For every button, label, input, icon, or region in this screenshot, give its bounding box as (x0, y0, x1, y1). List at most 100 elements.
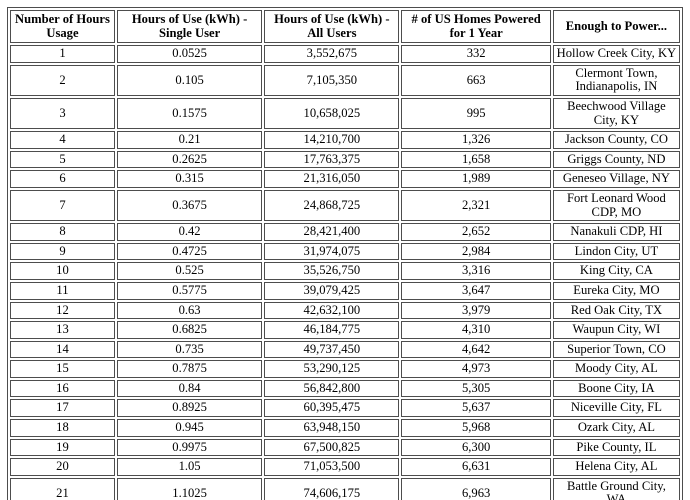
table-cell: 7,105,350 (264, 64, 400, 96)
table-cell: 4,973 (401, 360, 551, 378)
table-cell: 0.2625 (116, 150, 263, 169)
table-cell: 10,658,025 (264, 97, 400, 130)
table-row: 17 0.8925 60,395,475 5,637 Niceville City, F… (10, 399, 680, 418)
table-cell: 10 (10, 262, 115, 280)
table-row: 20 1.05 71,053,500 6,631 Helena City, AL (10, 458, 680, 476)
table-cell: 6,300 (401, 438, 551, 457)
table-row: 8 0.42 28,421,400 2,652 Nanakuli CDP, HI (10, 223, 680, 241)
table-cell: 3,647 (401, 281, 551, 300)
table-cell: Ozark City, AL (552, 419, 680, 437)
table-row: 19 0.9975 67,500,825 6,300 Pike County, IL (10, 438, 680, 457)
table-cell: 19 (10, 438, 115, 457)
table-cell: 0.84 (116, 379, 263, 398)
table-cell: 0.7875 (116, 360, 263, 378)
table-row: 16 0.84 56,842,800 5,305 Boone City, IA (10, 379, 680, 398)
table-cell: 60,395,475 (264, 399, 400, 418)
table-cell: 0.735 (116, 340, 263, 359)
table-cell: 18 (10, 419, 115, 437)
table-cell: 1.05 (116, 458, 263, 476)
table-cell: 0.945 (116, 419, 263, 437)
table-cell: 0.3675 (116, 189, 263, 222)
table-cell: 16 (10, 379, 115, 398)
table-cell: Fort Leonard Wood CDP, MO (552, 189, 680, 222)
table-row: 11 0.5775 39,079,425 3,647 Eureka City, MO (10, 281, 680, 300)
table-cell: 0.1575 (116, 97, 263, 130)
table-cell: 0.9975 (116, 438, 263, 457)
table-cell: 2,984 (401, 242, 551, 261)
table-cell: 53,290,125 (264, 360, 400, 378)
table-row: 13 0.6825 46,184,775 4,310 Waupun City, WI (10, 321, 680, 339)
table-cell: 14 (10, 340, 115, 359)
table-cell: 31,974,075 (264, 242, 400, 261)
table-cell: 0.63 (116, 301, 263, 320)
table-row: 7 0.3675 24,868,725 2,321 Fort Leonard Wood … (10, 189, 680, 222)
table-cell: 67,500,825 (264, 438, 400, 457)
hours-usage-table: Number of Hours Usage Hours of Use (kWh)… (7, 7, 683, 500)
table-cell: 1,658 (401, 150, 551, 169)
table-cell: 6,963 (401, 477, 551, 500)
table-cell: 74,606,175 (264, 477, 400, 500)
column-header-enough-to-power: Enough to Power... (552, 10, 680, 44)
table-cell: 15 (10, 360, 115, 378)
table-cell: 0.8925 (116, 399, 263, 418)
table-cell: 3,979 (401, 301, 551, 320)
table-row: 14 0.735 49,737,450 4,642 Superior Town, CO (10, 340, 680, 359)
table-cell: 0.6825 (116, 321, 263, 339)
column-header-all-users: Hours of Use (kWh) - All Users (264, 10, 400, 44)
table-row: 9 0.4725 31,974,075 2,984 Lindon City, UT (10, 242, 680, 261)
table-cell: 56,842,800 (264, 379, 400, 398)
table-cell: 0.105 (116, 64, 263, 96)
table-cell: 12 (10, 301, 115, 320)
table-cell: 332 (401, 45, 551, 63)
table-cell: Pike County, IL (552, 438, 680, 457)
table-cell: 6,631 (401, 458, 551, 476)
table-cell: 2,652 (401, 223, 551, 241)
table-cell: 63,948,150 (264, 419, 400, 437)
table-cell: 9 (10, 242, 115, 261)
column-header-hours-usage: Number of Hours Usage (10, 10, 115, 44)
table-cell: 0.5775 (116, 281, 263, 300)
table-row: 4 0.21 14,210,700 1,326 Jackson County, CO (10, 131, 680, 149)
table-cell: 8 (10, 223, 115, 241)
table-header-row: Number of Hours Usage Hours of Use (kWh)… (10, 10, 680, 44)
table-cell: 11 (10, 281, 115, 300)
table-cell: 7 (10, 189, 115, 222)
table-cell: 3 (10, 97, 115, 130)
table-cell: Clermont Town, Indianapolis, IN (552, 64, 680, 96)
table-cell: Boone City, IA (552, 379, 680, 398)
table-cell: 5 (10, 150, 115, 169)
table-cell: Griggs County, ND (552, 150, 680, 169)
table-cell: 49,737,450 (264, 340, 400, 359)
table-body: 1 0.0525 3,552,675 332 Hollow Creek City, KY… (10, 45, 680, 500)
table-cell: 2 (10, 64, 115, 96)
table-cell: 71,053,500 (264, 458, 400, 476)
table-cell: Battle Ground City, WA (552, 477, 680, 500)
table-cell: 46,184,775 (264, 321, 400, 339)
table-cell: 0.315 (116, 170, 263, 188)
table-cell: 4 (10, 131, 115, 149)
table-cell: 0.4725 (116, 242, 263, 261)
table-cell: 663 (401, 64, 551, 96)
table-cell: 42,632,100 (264, 301, 400, 320)
table-row: 3 0.1575 10,658,025 995 Beechwood Village Ci… (10, 97, 680, 130)
table-cell: 1,989 (401, 170, 551, 188)
table-cell: 0.42 (116, 223, 263, 241)
table-row: 18 0.945 63,948,150 5,968 Ozark City, AL (10, 419, 680, 437)
table-cell: 0.0525 (116, 45, 263, 63)
table-cell: Geneseo Village, NY (552, 170, 680, 188)
table-cell: Beechwood Village City, KY (552, 97, 680, 130)
table-cell: 0.21 (116, 131, 263, 149)
table-cell: Moody City, AL (552, 360, 680, 378)
table-cell: Hollow Creek City, KY (552, 45, 680, 63)
table-cell: Nanakuli CDP, HI (552, 223, 680, 241)
table-cell: 2,321 (401, 189, 551, 222)
table-cell: Niceville City, FL (552, 399, 680, 418)
table-cell: 14,210,700 (264, 131, 400, 149)
table-cell: Helena City, AL (552, 458, 680, 476)
table-row: 12 0.63 42,632,100 3,979 Red Oak City, TX (10, 301, 680, 320)
table-cell: 5,968 (401, 419, 551, 437)
table-cell: 5,305 (401, 379, 551, 398)
table-cell: Jackson County, CO (552, 131, 680, 149)
table-cell: 995 (401, 97, 551, 130)
table-cell: 3,316 (401, 262, 551, 280)
